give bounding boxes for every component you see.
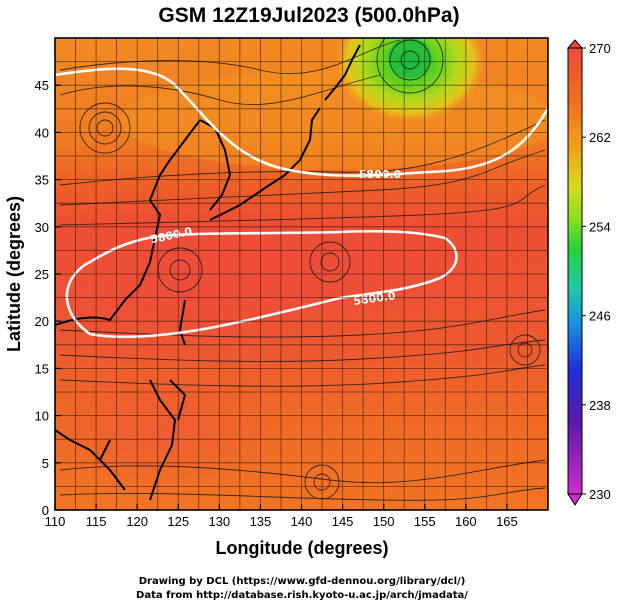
- contour-label: 5800.0: [353, 289, 397, 308]
- colorbar-tick-label: 254: [589, 219, 611, 234]
- colorbar-bottom-arrow: [567, 493, 583, 506]
- contour-lines: [55, 67, 548, 339]
- x-tick-label: 145: [332, 514, 354, 529]
- colorbar-tick-label: 262: [589, 130, 611, 145]
- x-axis-label: Longitude (degrees): [215, 538, 388, 558]
- y-axis-label: Latitude (degrees): [4, 196, 24, 352]
- y-tick-label: 0: [42, 503, 49, 518]
- contour-label: 5800.0: [359, 168, 402, 181]
- y-tick-label: 30: [35, 220, 49, 235]
- y-tick-label: 5: [42, 456, 49, 471]
- colorbar-tick-label: 270: [589, 41, 611, 56]
- x-tick-label: 125: [167, 514, 189, 529]
- y-tick-label: 15: [35, 361, 49, 376]
- x-tick-label: 160: [455, 514, 477, 529]
- x-tick-label: 110: [45, 514, 66, 529]
- x-tick-label: 115: [86, 514, 107, 529]
- chart-title: GSM 12Z19Jul2023 (500.0hPa): [158, 4, 459, 27]
- y-tick-label: 20: [35, 314, 49, 329]
- y-tick-label: 35: [35, 173, 49, 188]
- x-tick-label: 155: [414, 514, 436, 529]
- grid-lines: [55, 38, 548, 510]
- temperature-field: [55, 38, 548, 510]
- wind-streamlines: [59, 38, 546, 501]
- colorbar-tick-label: 246: [589, 309, 611, 324]
- x-tick-label: 130: [208, 514, 230, 529]
- colorbar-top-arrow: [566, 39, 584, 49]
- x-tick-label: 120: [126, 514, 148, 529]
- footer-credit-line: Drawing by DCL (https://www.gfd-dennou.o…: [139, 576, 466, 587]
- x-tick-label: 165: [496, 514, 518, 529]
- footer-data-source-line: Data from http://database.rish.kyoto-u.a…: [136, 590, 468, 601]
- y-tick-label: 40: [35, 125, 49, 140]
- x-tick-label: 135: [250, 514, 272, 529]
- colorbar: 270 262 254 246 238 230: [566, 39, 611, 506]
- x-tick-label: 150: [373, 514, 395, 529]
- colorbar-ramp: [567, 47, 583, 495]
- colorbar-tick-label: 238: [589, 398, 611, 413]
- y-tick-label: 10: [35, 409, 49, 424]
- colorbar-tick-label: 230: [589, 487, 611, 502]
- y-axis-ticks: 0 5 10 15 20 25 30 35 40 45: [35, 78, 61, 518]
- y-tick-label: 45: [35, 78, 49, 93]
- x-axis-ticks: 110 115 120 125 130 135 140 145 150 155 160 165: [45, 504, 518, 529]
- y-tick-label: 25: [35, 267, 49, 282]
- x-tick-label: 140: [291, 514, 313, 529]
